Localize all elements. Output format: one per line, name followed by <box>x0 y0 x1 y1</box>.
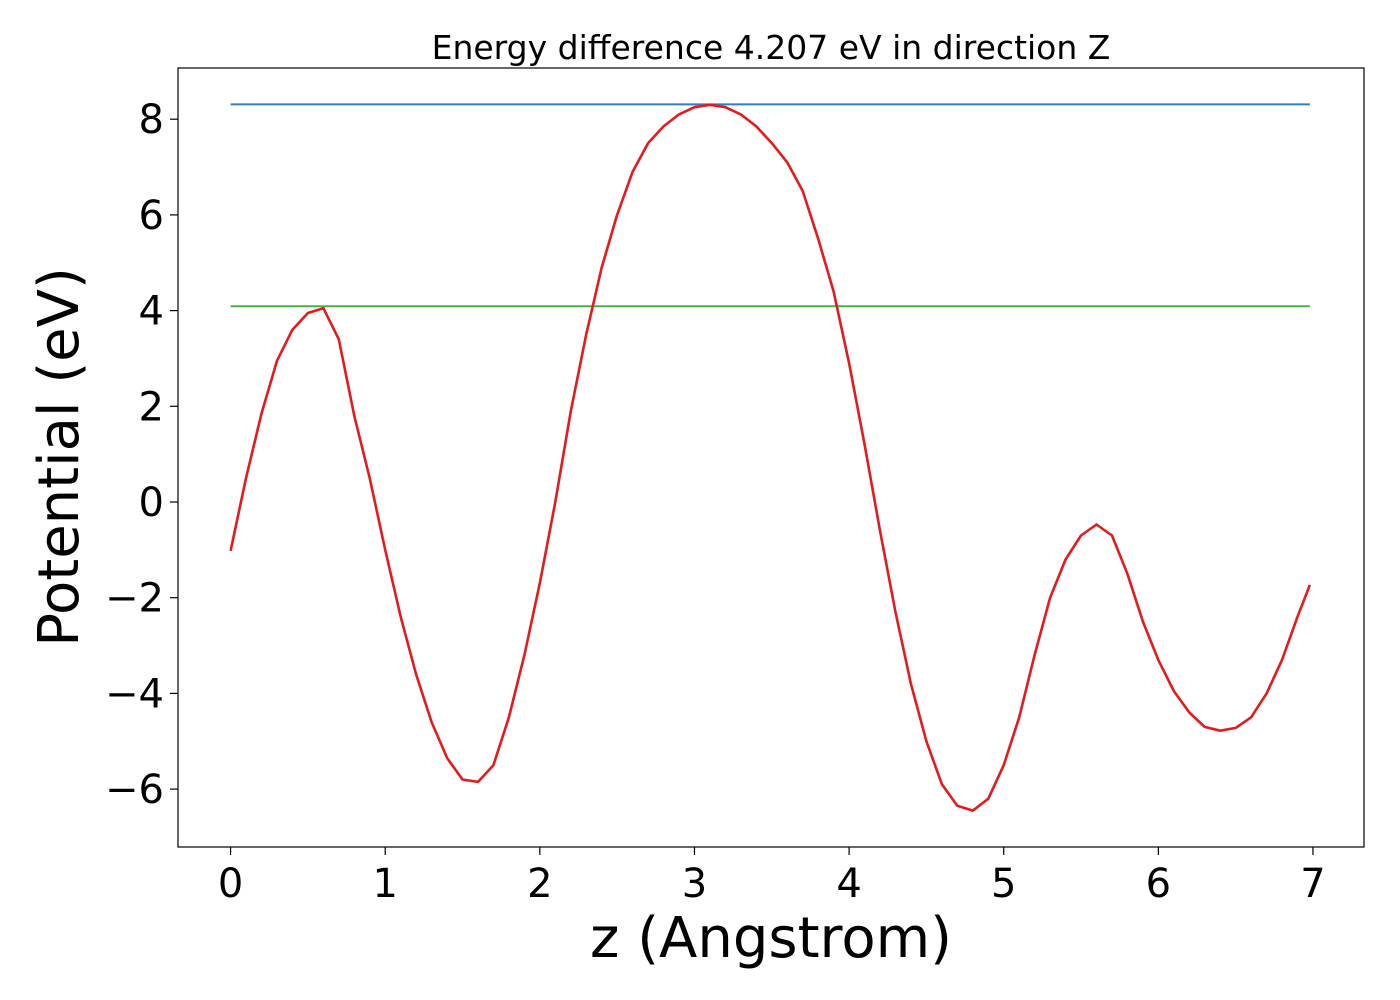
y-axis-label: Potential (eV) <box>27 267 92 647</box>
chart-title: Energy difference 4.207 eV in direction … <box>432 28 1111 67</box>
x-tick-label: 1 <box>372 861 397 907</box>
y-tick-label: −6 <box>105 767 164 813</box>
plot-frame <box>177 67 1365 848</box>
y-tick-label: 8 <box>139 97 164 143</box>
y-tick-label: 0 <box>139 480 164 526</box>
series-line-0 <box>229 103 1312 812</box>
y-tick-label: 4 <box>139 289 164 335</box>
x-tick-label: 5 <box>991 861 1016 907</box>
x-axis-label: z (Angstrom) <box>590 906 952 971</box>
x-tick-label: 2 <box>527 861 552 907</box>
x-tick-label: 7 <box>1300 861 1325 907</box>
y-tick-label: −2 <box>105 576 164 622</box>
x-tick-label: 6 <box>1146 861 1171 907</box>
x-tick-label: 0 <box>218 861 243 907</box>
x-tick-label: 3 <box>682 861 707 907</box>
y-tick-label: 2 <box>139 384 164 430</box>
y-tick-label: −4 <box>105 671 164 717</box>
y-tick-label: 6 <box>139 193 164 239</box>
x-tick-label: 4 <box>836 861 861 907</box>
